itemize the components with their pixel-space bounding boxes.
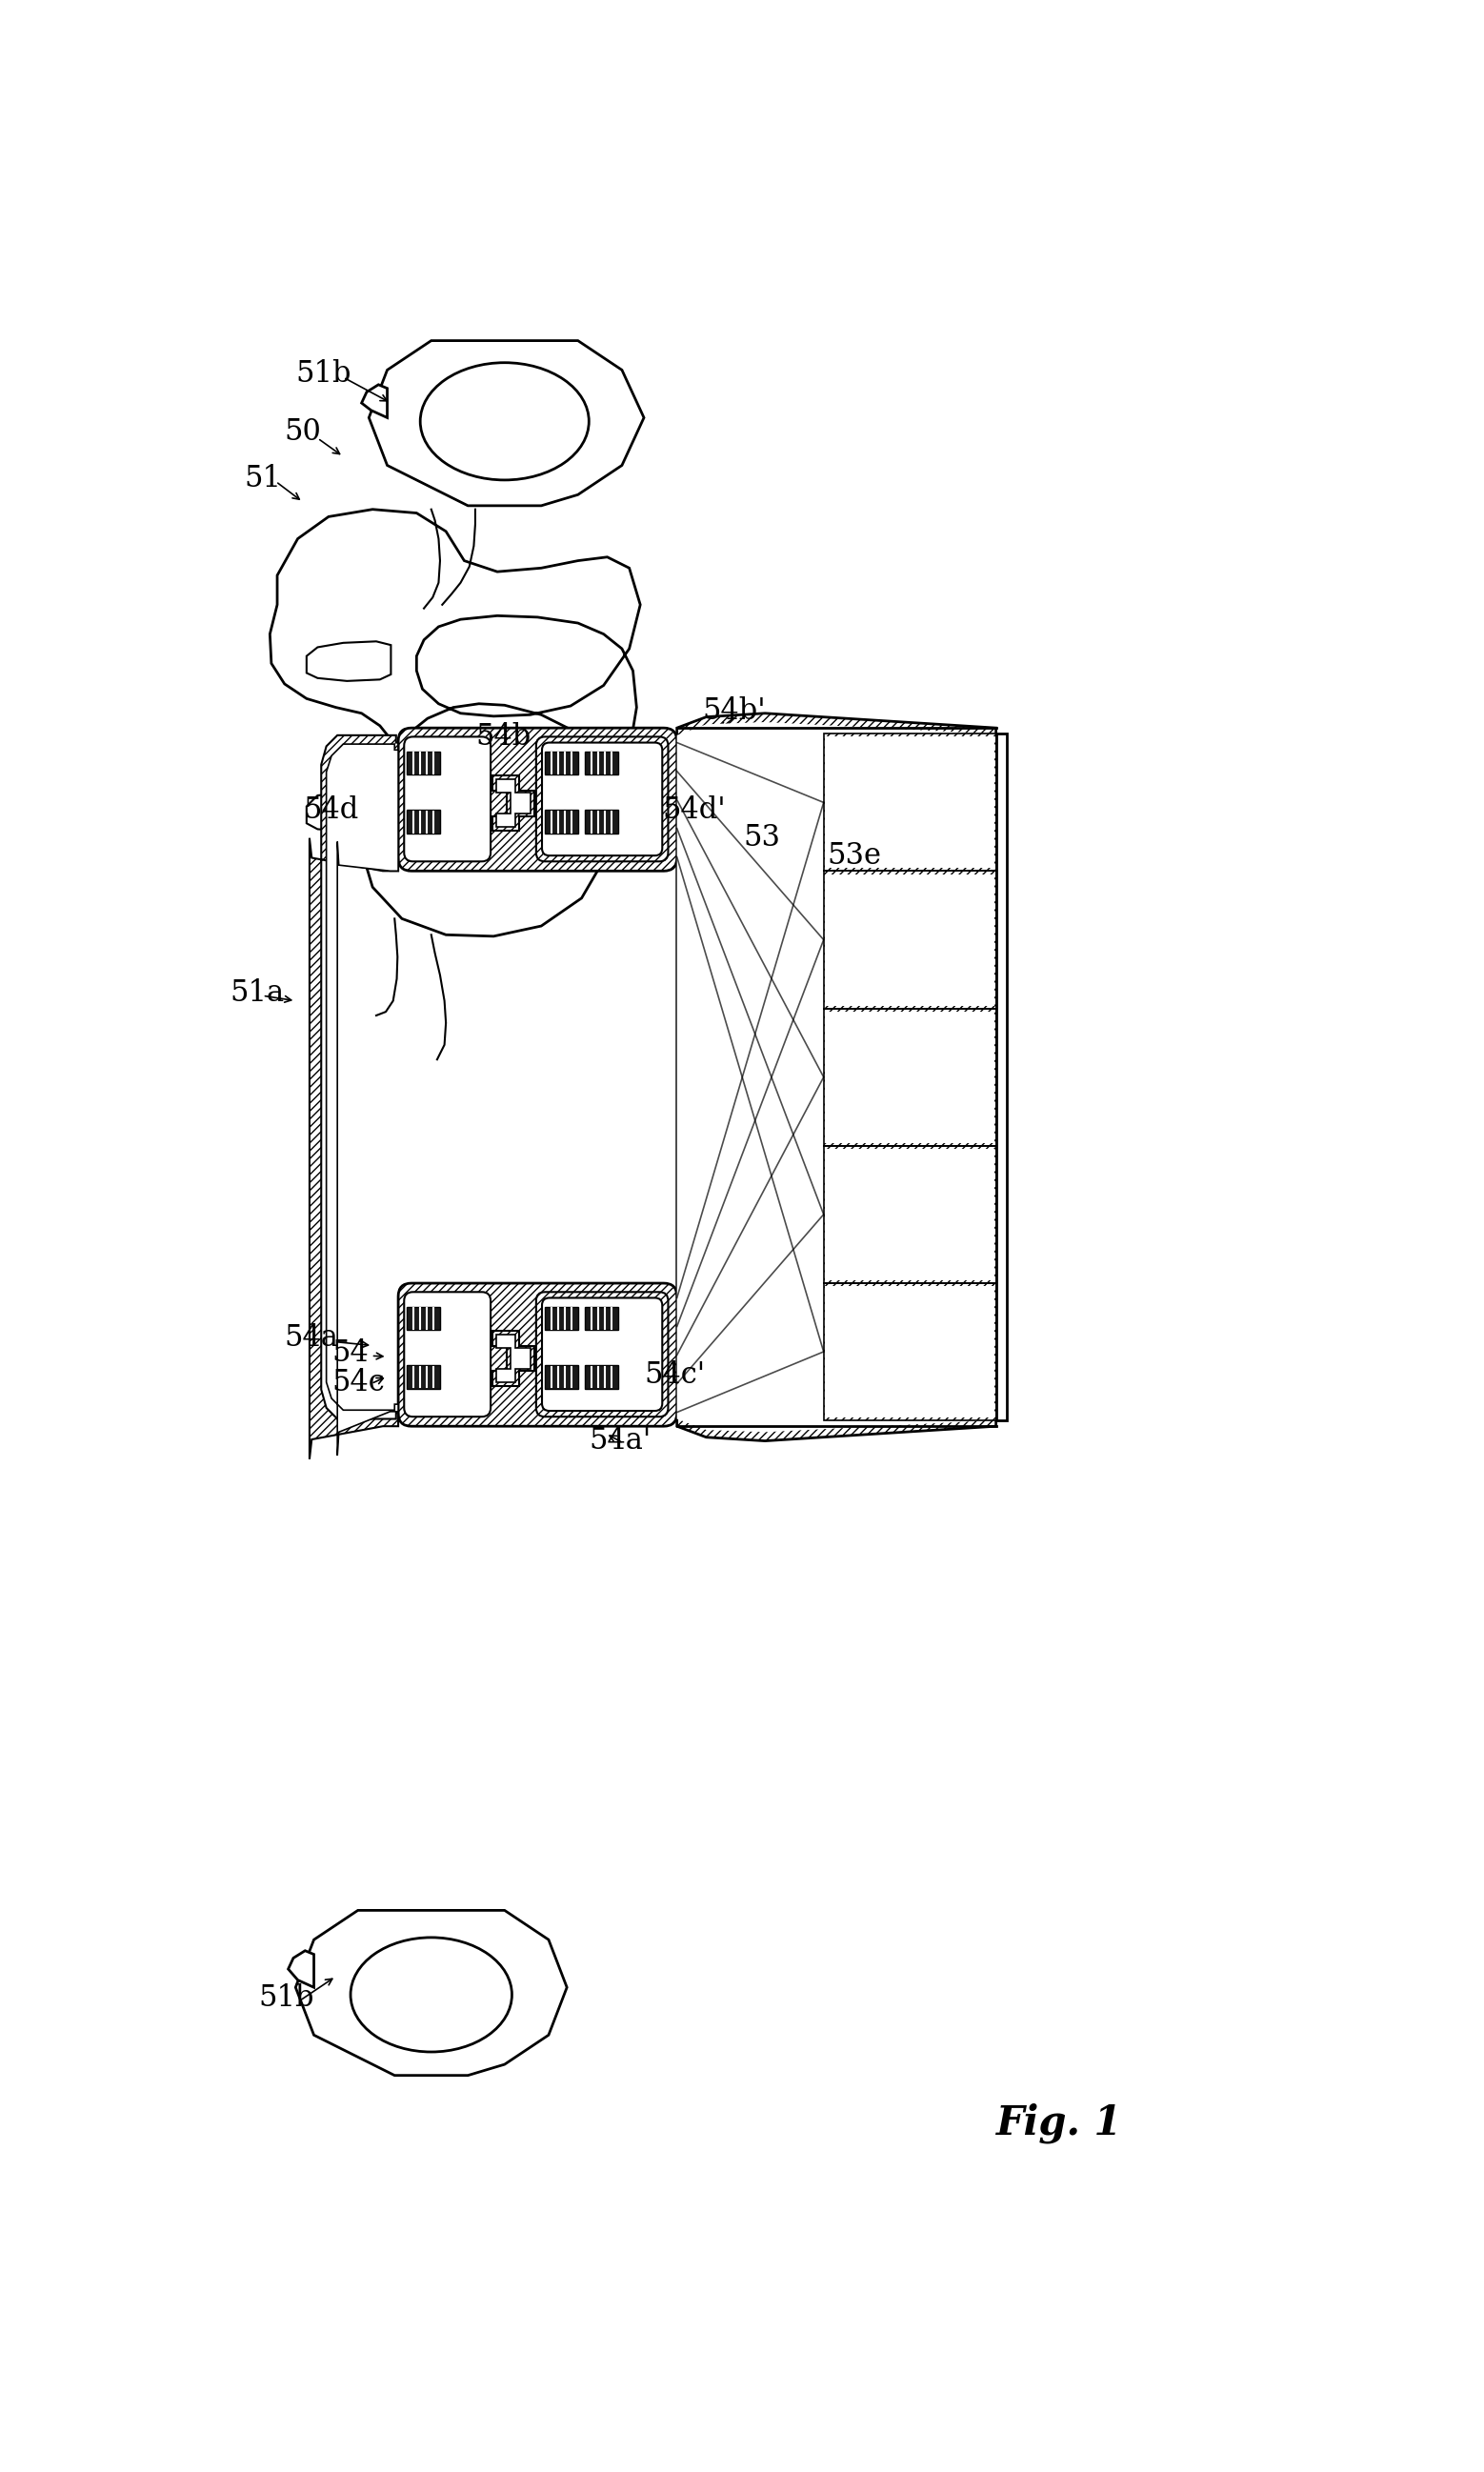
Bar	[407, 1308, 441, 1330]
Polygon shape	[295, 1911, 567, 2076]
Text: 51b: 51b	[295, 358, 352, 388]
Polygon shape	[677, 714, 996, 1441]
FancyBboxPatch shape	[398, 1283, 677, 1426]
Polygon shape	[362, 386, 387, 418]
FancyBboxPatch shape	[542, 1298, 662, 1412]
Text: 51a: 51a	[230, 979, 283, 1009]
Bar	[824, 734, 996, 870]
Bar	[825, 875, 994, 1006]
Bar	[825, 1011, 994, 1142]
Bar	[824, 1283, 996, 1421]
Bar	[825, 1285, 994, 1416]
Text: 53: 53	[743, 823, 781, 853]
Text: 54c: 54c	[332, 1367, 386, 1397]
Bar	[996, 734, 1008, 1421]
Bar	[824, 1009, 996, 1145]
Polygon shape	[677, 722, 993, 1431]
Bar	[825, 737, 994, 868]
Polygon shape	[493, 776, 534, 831]
FancyBboxPatch shape	[542, 742, 662, 855]
Polygon shape	[310, 734, 398, 1458]
Bar	[545, 1365, 577, 1389]
Bar	[824, 1145, 996, 1283]
Text: 54b': 54b'	[702, 697, 766, 727]
Bar	[585, 1308, 619, 1330]
Bar	[545, 751, 577, 774]
Ellipse shape	[420, 363, 589, 480]
Polygon shape	[270, 509, 640, 937]
Bar	[585, 1365, 619, 1389]
Bar	[545, 811, 577, 833]
Polygon shape	[496, 1335, 530, 1382]
FancyBboxPatch shape	[404, 737, 491, 860]
FancyBboxPatch shape	[398, 727, 677, 870]
Bar	[407, 811, 441, 833]
FancyBboxPatch shape	[536, 1293, 668, 1416]
Text: 54d': 54d'	[662, 796, 726, 826]
Text: 50: 50	[285, 418, 322, 447]
Text: 54d: 54d	[303, 796, 358, 826]
Polygon shape	[370, 341, 644, 507]
Text: 54a: 54a	[285, 1323, 338, 1352]
Bar	[407, 751, 441, 774]
Polygon shape	[326, 744, 398, 1456]
Bar	[407, 1365, 441, 1389]
Polygon shape	[496, 779, 530, 828]
Polygon shape	[288, 1950, 315, 1987]
Polygon shape	[307, 640, 390, 680]
Bar	[824, 870, 996, 1009]
Text: 51: 51	[245, 465, 282, 494]
Text: Fig. 1: Fig. 1	[996, 2104, 1122, 2143]
Text: 54b: 54b	[475, 722, 531, 751]
Text: 54c': 54c'	[644, 1360, 705, 1389]
Polygon shape	[307, 791, 390, 831]
Text: 53e: 53e	[827, 840, 881, 870]
Ellipse shape	[350, 1938, 512, 2052]
Text: 54a': 54a'	[589, 1426, 651, 1456]
Text: 54: 54	[332, 1337, 370, 1367]
Polygon shape	[493, 1330, 534, 1387]
Bar	[545, 1308, 577, 1330]
Bar	[585, 751, 619, 774]
Bar	[825, 1149, 994, 1280]
Text: 51b: 51b	[258, 1983, 315, 2012]
Bar	[585, 811, 619, 833]
FancyBboxPatch shape	[536, 737, 668, 860]
FancyBboxPatch shape	[404, 1293, 491, 1416]
